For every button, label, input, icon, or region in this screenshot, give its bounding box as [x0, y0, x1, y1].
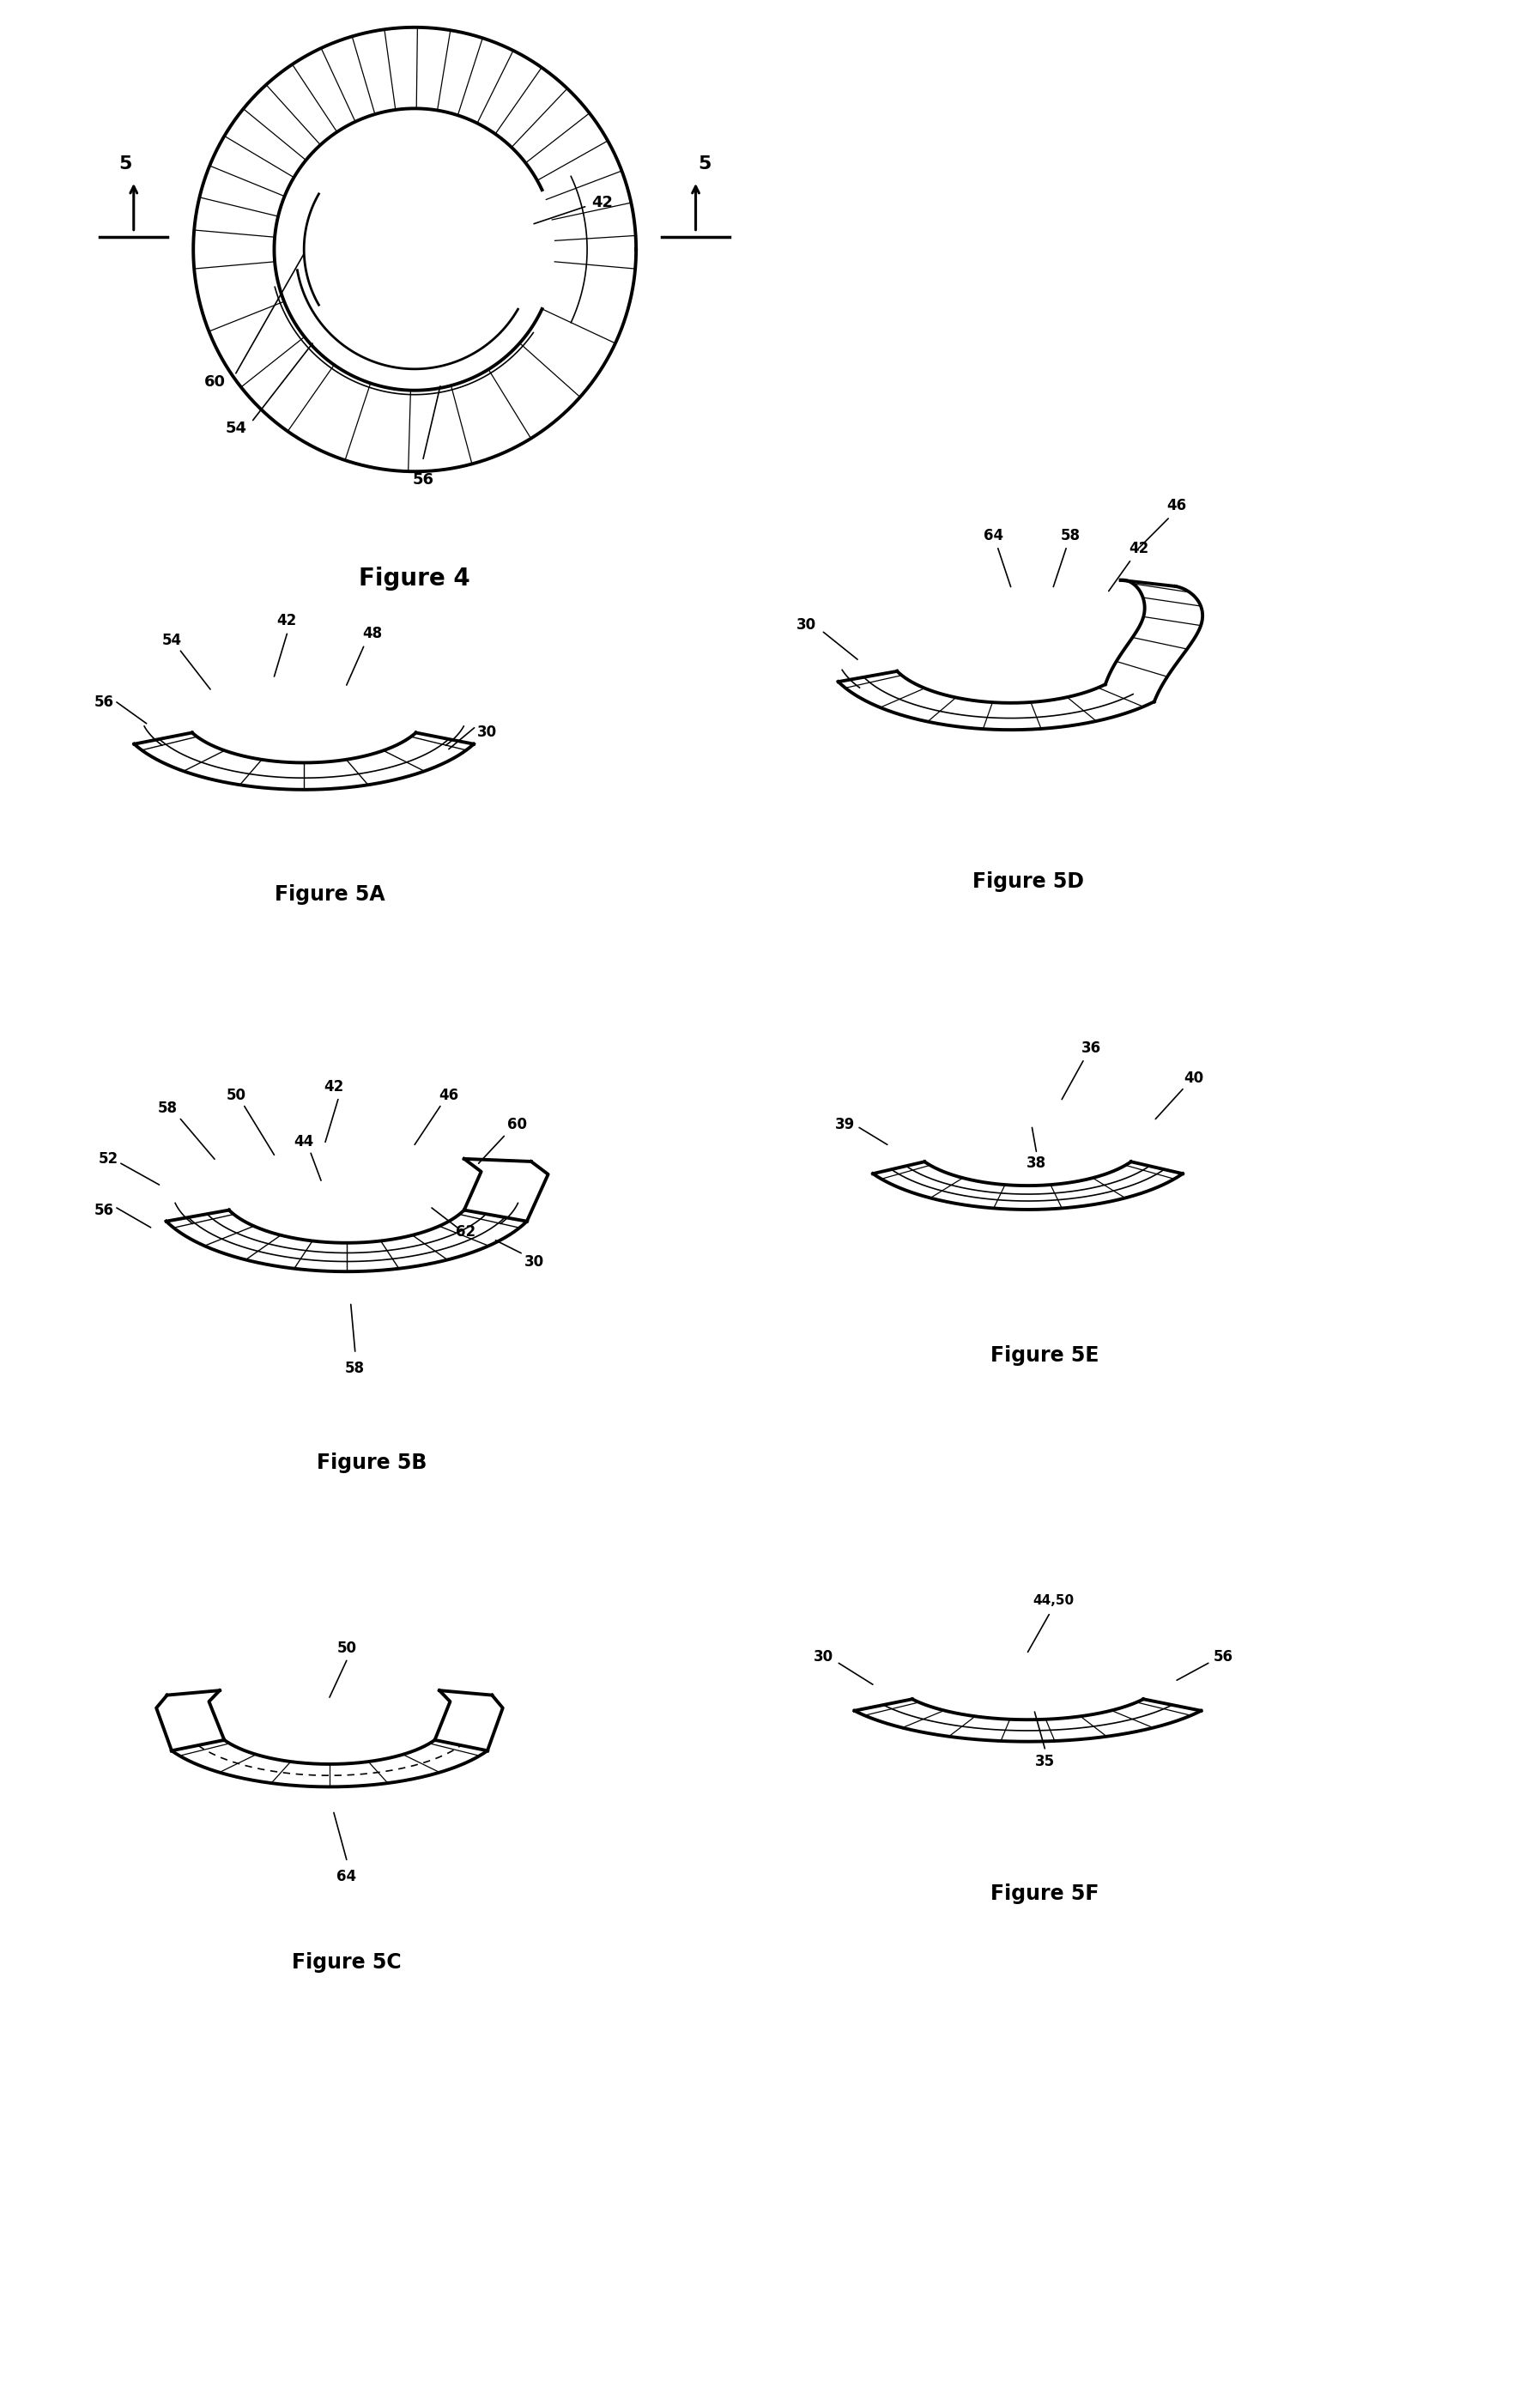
Text: 38: 38 [1026, 1156, 1046, 1170]
Text: Figure 5B: Figure 5B [316, 1452, 427, 1474]
Text: Figure 5E: Figure 5E [990, 1346, 1099, 1365]
Text: 42: 42 [590, 195, 612, 209]
Text: 30: 30 [796, 616, 816, 633]
Text: 42: 42 [277, 614, 297, 628]
Text: 5: 5 [698, 157, 710, 173]
Text: 58: 58 [1060, 527, 1079, 544]
Text: 58: 58 [157, 1100, 177, 1115]
Text: 50: 50 [226, 1088, 245, 1103]
Text: 44: 44 [294, 1134, 313, 1149]
Text: 52: 52 [98, 1151, 118, 1168]
Text: 58: 58 [345, 1361, 365, 1375]
Text: Figure 4: Figure 4 [359, 566, 471, 590]
Text: 56: 56 [412, 472, 433, 489]
Text: 42: 42 [1128, 542, 1148, 556]
Text: 35: 35 [1034, 1753, 1054, 1770]
Text: 30: 30 [813, 1649, 833, 1664]
Text: 54: 54 [226, 421, 247, 436]
Text: 62: 62 [456, 1223, 475, 1240]
Text: 42: 42 [324, 1079, 344, 1093]
Text: 56: 56 [94, 694, 114, 710]
Text: Figure 5D: Figure 5D [972, 872, 1083, 891]
Text: Figure 5A: Figure 5A [274, 884, 385, 905]
Text: 50: 50 [336, 1640, 356, 1657]
Text: 5: 5 [118, 157, 132, 173]
Text: 64: 64 [336, 1869, 356, 1885]
Text: 60: 60 [204, 373, 226, 390]
Text: 56: 56 [1213, 1649, 1232, 1664]
Text: Figure 5F: Figure 5F [990, 1883, 1099, 1905]
Text: 60: 60 [507, 1117, 527, 1132]
Text: 46: 46 [1166, 498, 1185, 513]
Text: 48: 48 [362, 626, 382, 641]
Text: 39: 39 [834, 1117, 854, 1132]
Text: 30: 30 [524, 1255, 544, 1269]
Text: 30: 30 [477, 725, 497, 739]
Text: Figure 5C: Figure 5C [292, 1953, 401, 1972]
Text: 46: 46 [439, 1088, 459, 1103]
Text: 44,50: 44,50 [1033, 1594, 1073, 1606]
Text: 36: 36 [1081, 1040, 1101, 1055]
Text: 64: 64 [983, 527, 1004, 544]
Text: 54: 54 [162, 633, 182, 648]
Text: 40: 40 [1184, 1069, 1204, 1086]
Text: 56: 56 [94, 1202, 114, 1218]
